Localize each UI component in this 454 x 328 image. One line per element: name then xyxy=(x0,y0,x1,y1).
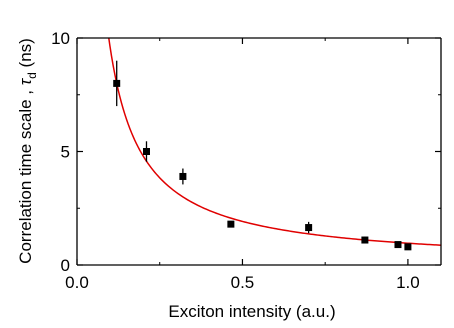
axes-layer xyxy=(76,37,442,266)
data-point xyxy=(142,148,150,155)
y-tick-label: 10 xyxy=(51,29,70,48)
data-point xyxy=(305,224,313,232)
y-tick-label: 5 xyxy=(61,143,70,162)
y-tick-label: 0 xyxy=(61,256,70,275)
data-point xyxy=(394,241,402,249)
data-point xyxy=(404,243,412,251)
data-point xyxy=(113,79,121,87)
fit-layer xyxy=(108,38,441,246)
x-tick-label: 0.0 xyxy=(65,273,89,292)
y-axis-label: Correlation time scale , τd (ns) xyxy=(16,38,39,264)
y-axis-label-unit: (ns) xyxy=(16,38,35,72)
y-axis-label-subscript: d xyxy=(25,72,39,79)
y-axis-label-main: Correlation time scale , xyxy=(16,85,35,264)
data-point xyxy=(179,172,187,180)
data-point xyxy=(227,220,235,228)
x-axis-label: Exciton intensity (a.u.) xyxy=(168,302,335,321)
data-point xyxy=(361,236,369,244)
ticks-layer: 0.0 0.5 1.0 0 5 10 xyxy=(51,29,441,292)
x-tick-label: 0.5 xyxy=(231,273,255,292)
fit-curve xyxy=(108,38,441,246)
y-axis-label-symbol: τ xyxy=(16,77,35,85)
points-layer xyxy=(113,60,412,251)
x-tick-label: 1.0 xyxy=(396,273,420,292)
